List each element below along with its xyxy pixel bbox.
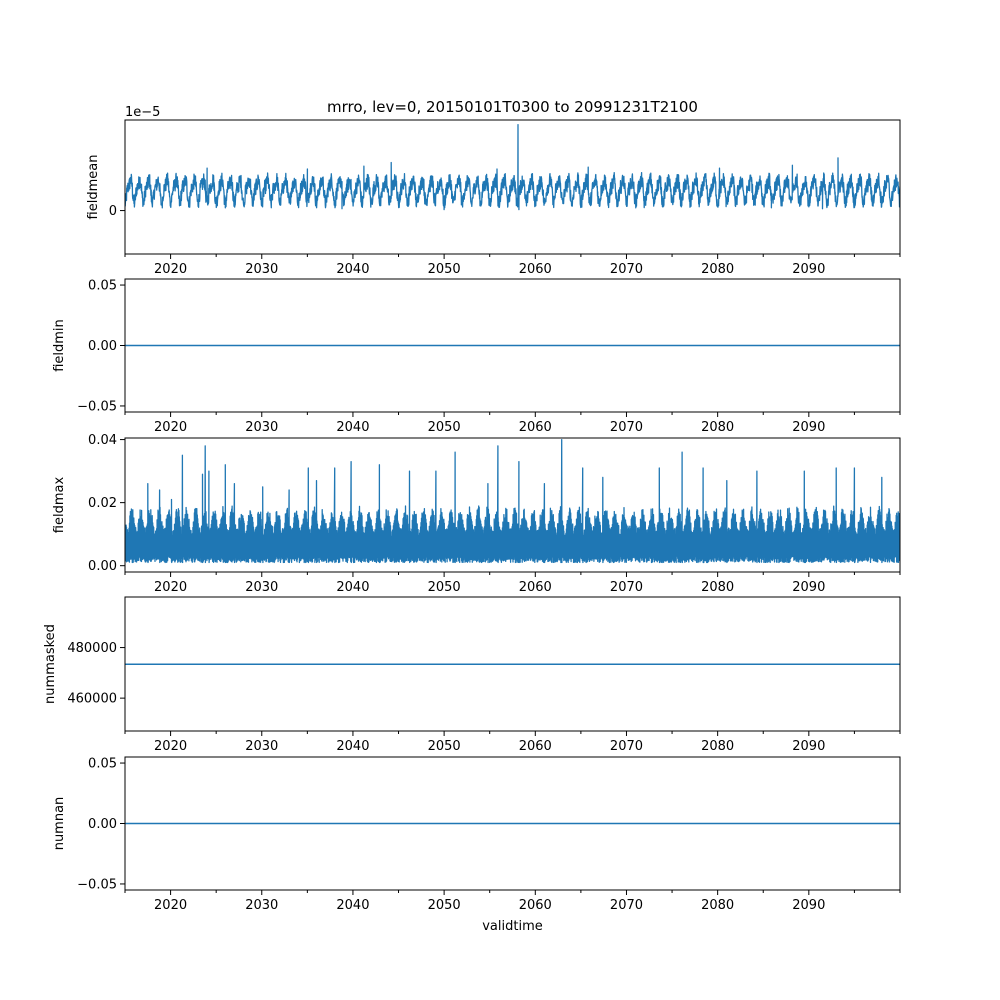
x-tick-label: 2080 xyxy=(701,898,734,913)
x-tick-label: 2080 xyxy=(701,580,734,595)
y-tick-label: −0.05 xyxy=(77,877,117,892)
y-tick-label: 0.05 xyxy=(88,757,117,772)
y-axis-label-fieldmin: fieldmin xyxy=(52,319,67,372)
x-tick-label: 2070 xyxy=(610,739,643,754)
panel-fieldmin: 2020 2030 2040 2050 2060 2070 2080 2090 −0.05 0.0… xyxy=(52,278,901,435)
y-tick-label: 0.00 xyxy=(88,817,117,832)
x-tick-label: 2060 xyxy=(519,420,552,435)
y-axis-label-fieldmax: fieldmax xyxy=(52,477,67,534)
x-tick-label: 2020 xyxy=(154,262,187,277)
panel-numnan: 2020 2030 2040 2050 2060 2070 2080 2090 −0.05 0.0… xyxy=(52,756,901,913)
x-tick-label: 2060 xyxy=(519,739,552,754)
y-tick-label: 460000 xyxy=(67,692,117,707)
y-tick-label: 0 xyxy=(109,204,117,219)
x-tick-label: 2040 xyxy=(336,739,369,754)
x-tick-label: 2040 xyxy=(336,420,369,435)
axes-frame-fieldmax xyxy=(124,437,901,573)
x-tick-label: 2030 xyxy=(245,420,278,435)
y-tick-label: 0.04 xyxy=(88,433,117,448)
x-axis-label: validtime xyxy=(482,919,543,934)
x-tick-label: 2090 xyxy=(792,898,825,913)
x-tick-label: 2020 xyxy=(154,898,187,913)
x-tick-label: 2070 xyxy=(610,580,643,595)
axes-frame-fieldmean xyxy=(124,119,901,255)
x-tick-label: 2090 xyxy=(792,739,825,754)
x-tick-label: 2070 xyxy=(610,420,643,435)
x-tick-label: 2090 xyxy=(792,420,825,435)
x-tick-label: 2080 xyxy=(701,420,734,435)
x-tick-label: 2060 xyxy=(519,580,552,595)
x-tick-label: 2090 xyxy=(792,262,825,277)
y-offset-text: 1e−5 xyxy=(125,105,160,120)
axes-frame-nummasked xyxy=(124,596,901,732)
x-tick-label: 2020 xyxy=(154,580,187,595)
y-tick-label: 0.05 xyxy=(88,279,117,294)
x-tick-label: 2050 xyxy=(428,580,461,595)
x-tick-label: 2030 xyxy=(245,739,278,754)
x-tick-label: 2030 xyxy=(245,580,278,595)
y-tick-label: 0.00 xyxy=(88,339,117,354)
x-tick-label: 2070 xyxy=(610,262,643,277)
x-tick-label: 2090 xyxy=(792,580,825,595)
x-tick-label: 2080 xyxy=(701,262,734,277)
x-tick-label: 2080 xyxy=(701,739,734,754)
x-tick-label: 2020 xyxy=(154,739,187,754)
panel-fieldmean: 20202030204020502060207020802090051e−5fi… xyxy=(86,105,901,277)
y-tick-label: 0.00 xyxy=(88,559,117,574)
x-tick-label: 2040 xyxy=(336,580,369,595)
y-tick-label: 480000 xyxy=(67,641,117,656)
x-tick-label: 2040 xyxy=(336,262,369,277)
panel-nummasked: 2020 2030 2040 2050 2060 2070 2080 2090 460000 48… xyxy=(43,596,901,754)
y-axis-label-nummasked: nummasked xyxy=(43,624,58,704)
x-tick-label: 2030 xyxy=(245,262,278,277)
panels: 20202030204020502060207020802090051e−5fi… xyxy=(43,105,901,913)
x-tick-label: 2050 xyxy=(428,739,461,754)
x-tick-label: 2060 xyxy=(519,262,552,277)
series-line-fieldmax xyxy=(125,438,900,564)
y-axis-label-fieldmean: fieldmean xyxy=(86,155,101,220)
x-tick-label: 2040 xyxy=(336,898,369,913)
x-tick-label: 2020 xyxy=(154,420,187,435)
x-tick-label: 2070 xyxy=(610,898,643,913)
panel-fieldmax: 2020 2030 2040 2050 2060 2070 2080 2090 0.00 0.02… xyxy=(52,433,901,595)
y-tick-label: 0.02 xyxy=(88,496,117,511)
chart-title: mrro, lev=0, 20150101T0300 to 20991231T2… xyxy=(327,98,698,116)
x-tick-label: 2050 xyxy=(428,420,461,435)
y-axis-label-numnan: numnan xyxy=(52,797,67,851)
series-line-fieldmean xyxy=(125,123,900,211)
y-tick-label: −0.05 xyxy=(77,399,117,414)
x-tick-label: 2050 xyxy=(428,898,461,913)
x-tick-label: 2050 xyxy=(428,262,461,277)
x-tick-label: 2030 xyxy=(245,898,278,913)
x-tick-label: 2060 xyxy=(519,898,552,913)
